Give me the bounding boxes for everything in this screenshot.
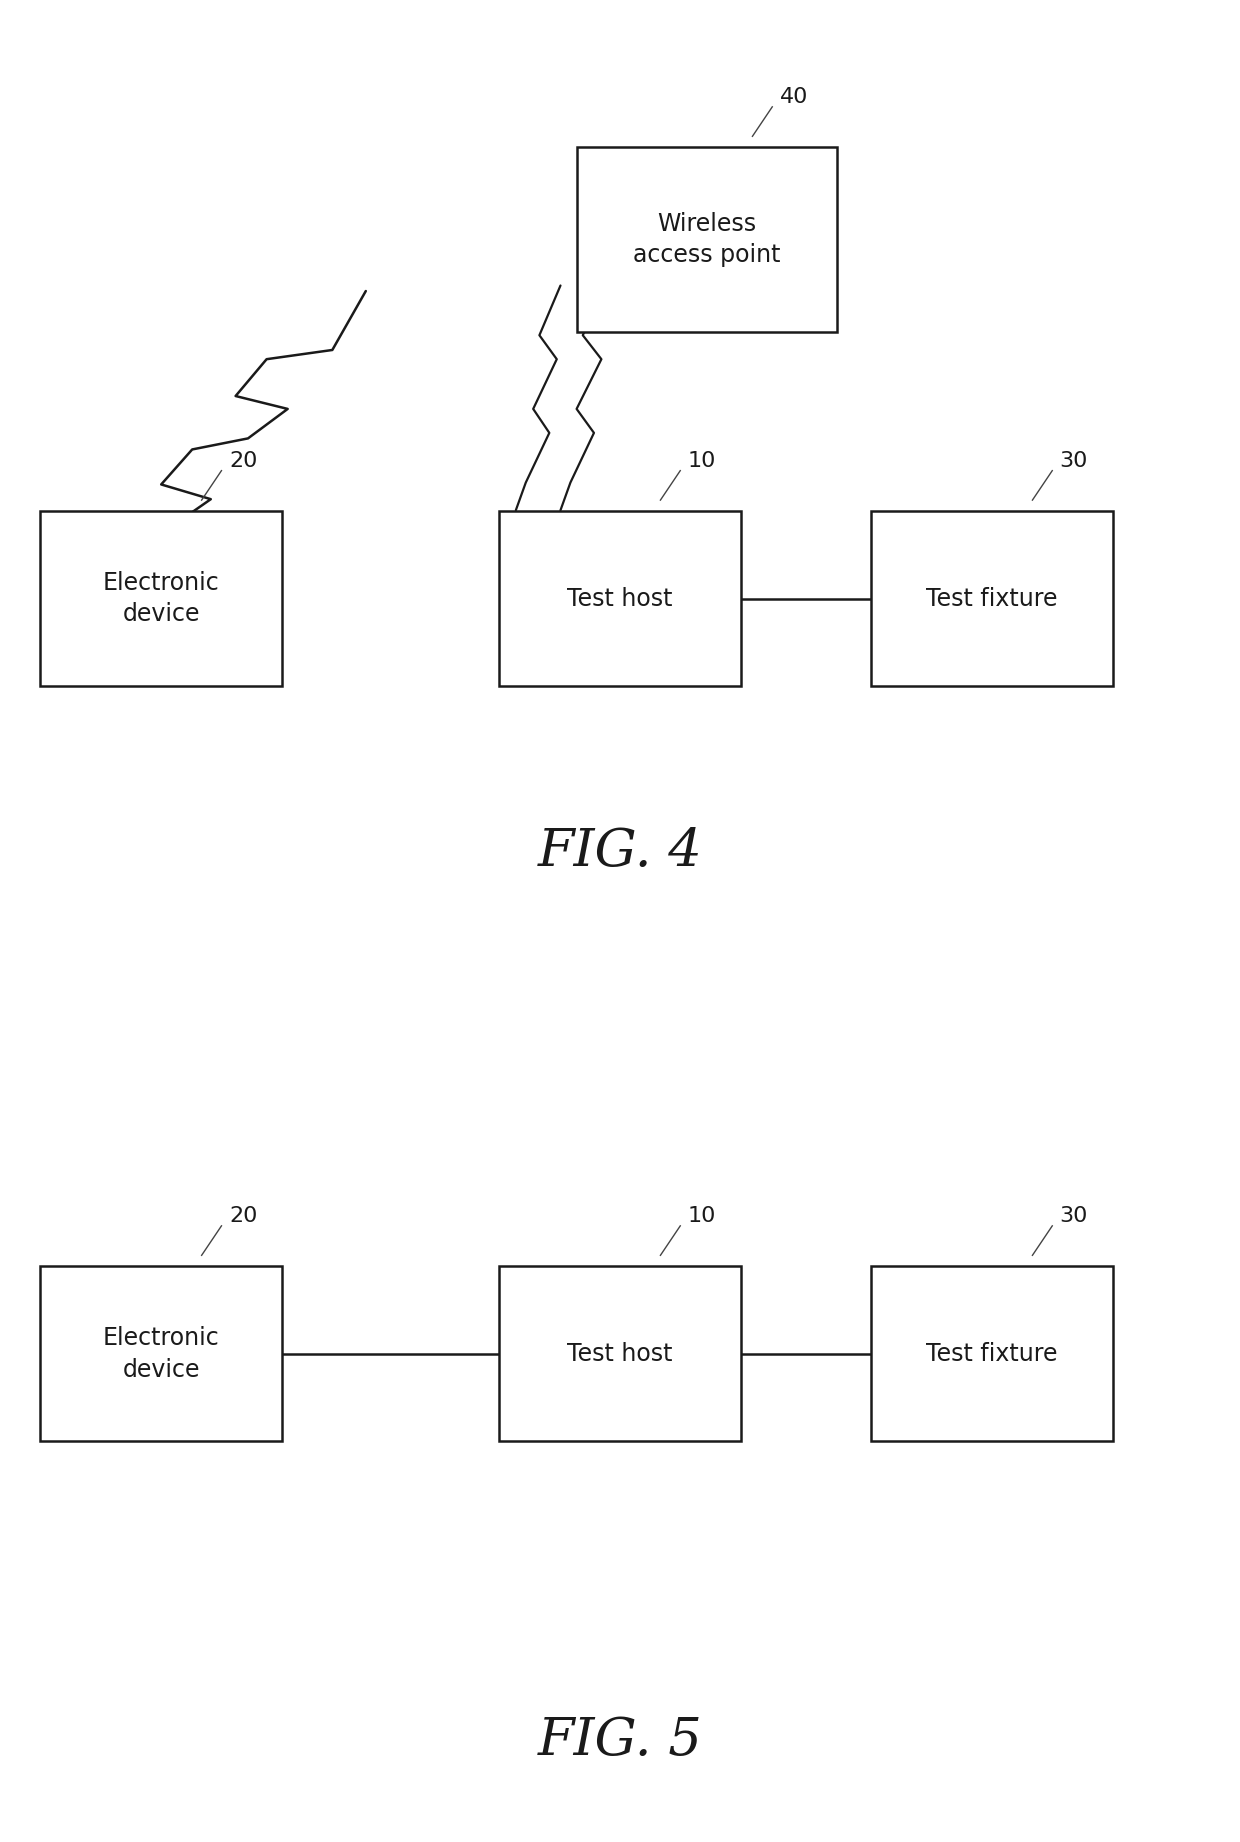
Text: Wireless
access point: Wireless access point: [634, 212, 780, 267]
Bar: [870, 1267, 1112, 1440]
Text: 40: 40: [780, 87, 808, 107]
Bar: [498, 510, 740, 685]
Bar: [40, 1267, 283, 1440]
Text: 30: 30: [1060, 451, 1087, 470]
Bar: [498, 1267, 740, 1440]
Text: Electronic
device: Electronic device: [103, 571, 219, 626]
Bar: [40, 510, 283, 685]
Text: FIG. 4: FIG. 4: [538, 825, 702, 877]
Text: Test fixture: Test fixture: [926, 1341, 1058, 1367]
Bar: [577, 147, 837, 332]
Text: 10: 10: [688, 1207, 715, 1227]
Text: Test fixture: Test fixture: [926, 586, 1058, 612]
Text: Test host: Test host: [567, 586, 673, 612]
Text: 10: 10: [688, 451, 715, 470]
Bar: [870, 510, 1112, 685]
Text: 20: 20: [229, 1207, 257, 1227]
Text: Electronic
device: Electronic device: [103, 1326, 219, 1382]
Text: 20: 20: [229, 451, 257, 470]
Text: 30: 30: [1060, 1207, 1087, 1227]
Text: FIG. 5: FIG. 5: [538, 1715, 702, 1766]
Text: Test host: Test host: [567, 1341, 673, 1367]
